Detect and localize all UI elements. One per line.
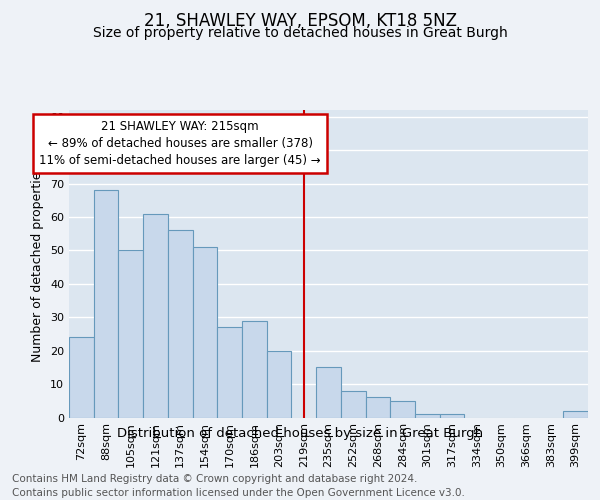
Bar xyxy=(341,391,365,417)
Text: 21, SHAWLEY WAY, EPSOM, KT18 5NZ: 21, SHAWLEY WAY, EPSOM, KT18 5NZ xyxy=(143,12,457,30)
Text: Distribution of detached houses by size in Great Burgh: Distribution of detached houses by size … xyxy=(117,428,483,440)
Text: Size of property relative to detached houses in Great Burgh: Size of property relative to detached ho… xyxy=(92,26,508,40)
Bar xyxy=(390,401,415,417)
Bar xyxy=(94,190,118,418)
Bar xyxy=(193,247,217,418)
Bar xyxy=(365,398,390,417)
Bar xyxy=(242,320,267,418)
Y-axis label: Number of detached properties: Number of detached properties xyxy=(31,165,44,362)
Text: Contains HM Land Registry data © Crown copyright and database right 2024.: Contains HM Land Registry data © Crown c… xyxy=(12,474,418,484)
Bar xyxy=(143,214,168,418)
Bar xyxy=(217,328,242,418)
Bar xyxy=(168,230,193,418)
Text: Contains public sector information licensed under the Open Government Licence v3: Contains public sector information licen… xyxy=(12,488,465,498)
Bar xyxy=(316,368,341,418)
Bar xyxy=(267,350,292,418)
Bar xyxy=(69,338,94,417)
Bar xyxy=(118,250,143,418)
Bar xyxy=(563,411,588,418)
Bar xyxy=(415,414,440,418)
Bar xyxy=(440,414,464,418)
Text: 21 SHAWLEY WAY: 215sqm
← 89% of detached houses are smaller (378)
11% of semi-de: 21 SHAWLEY WAY: 215sqm ← 89% of detached… xyxy=(40,120,321,167)
